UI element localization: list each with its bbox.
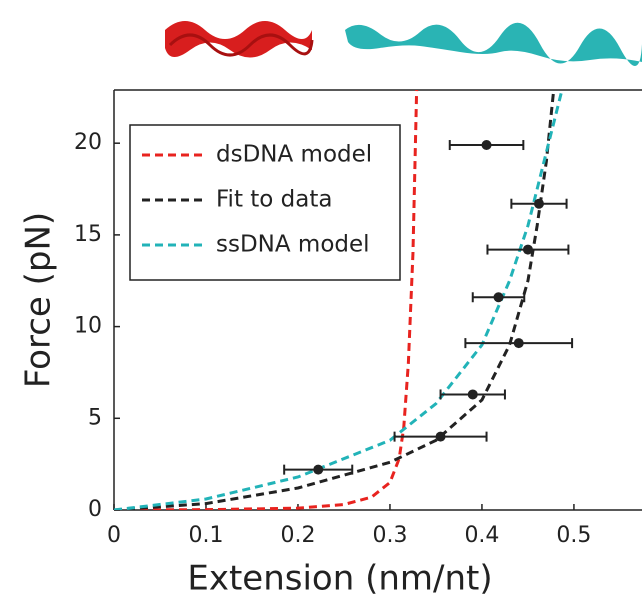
- data-point: [481, 140, 492, 151]
- x-tick-label: 0.5: [556, 523, 591, 548]
- x-tick-label: 0.3: [372, 523, 407, 548]
- x-tick-label: 0: [107, 523, 121, 548]
- x-tick-label: 0.4: [464, 523, 499, 548]
- x-axis-label: Extension (nm/nt): [187, 559, 492, 599]
- legend-label: Fit to data: [216, 187, 332, 213]
- x-tick-label: 0.1: [188, 523, 223, 548]
- legend-label: dsDNA model: [216, 142, 372, 168]
- legend-label: ssDNA model: [216, 232, 370, 258]
- y-axis-label: Force (pN): [19, 212, 59, 388]
- ssdna-illustration: [345, 22, 642, 67]
- legend-box: [129, 124, 401, 281]
- data-point: [493, 292, 504, 303]
- y-tick-label: 15: [74, 222, 102, 247]
- data-point: [467, 389, 478, 400]
- y-tick-label: 20: [74, 130, 102, 155]
- curve: [114, 90, 564, 510]
- y-tick-label: 5: [88, 405, 102, 430]
- data-point: [513, 338, 524, 349]
- data-point: [522, 244, 533, 255]
- data-point: [533, 198, 544, 209]
- y-tick-label: 10: [74, 314, 102, 339]
- data-point: [313, 464, 324, 475]
- data-point: [435, 431, 446, 442]
- x-tick-label: 0.2: [280, 523, 315, 548]
- y-tick-label: 0: [88, 497, 102, 522]
- dsdna-illustration: [165, 21, 314, 58]
